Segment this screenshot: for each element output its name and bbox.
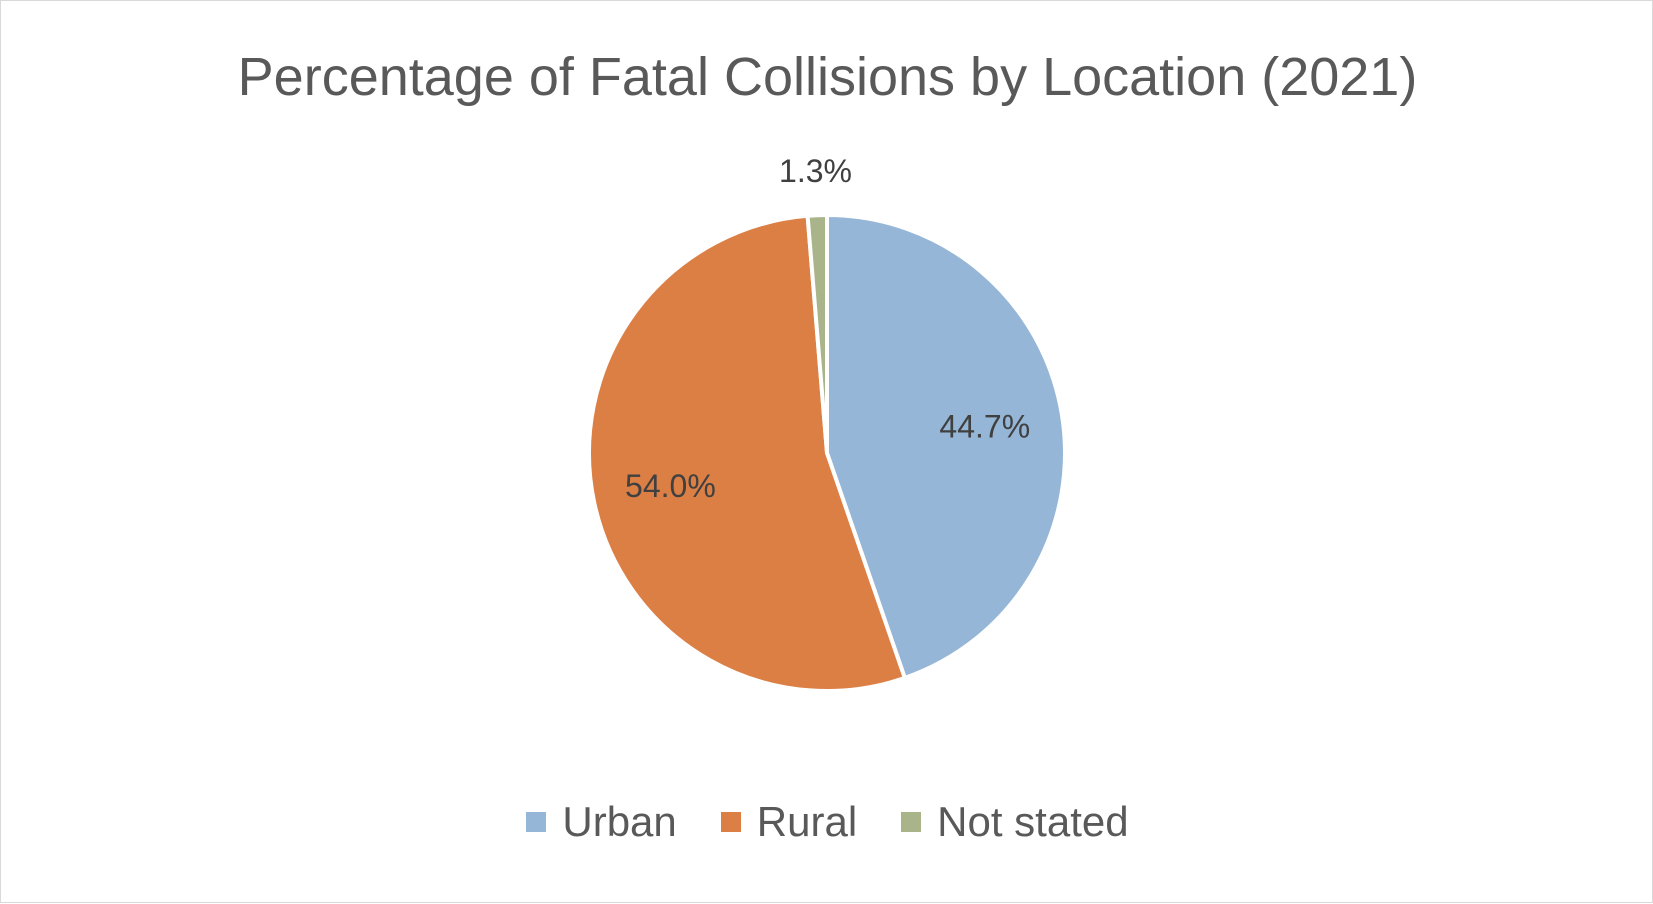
- legend-label-rural: Rural: [756, 798, 858, 845]
- pie-slice-urban: [825, 213, 1067, 680]
- data-label-urban: 44.7%: [939, 408, 1030, 444]
- legend-label-urban: Urban: [562, 798, 677, 845]
- legend-swatch-rural: [720, 812, 741, 832]
- legend-item-not-stated: Not stated: [901, 797, 1129, 847]
- legend-item-urban: Urban: [526, 797, 677, 847]
- legend: Urban Rural Not stated: [1, 797, 1653, 847]
- legend-item-rural: Rural: [720, 797, 858, 847]
- chart-title: Percentage of Fatal Collisions by Locati…: [237, 47, 1418, 107]
- pie-slice-rural: [587, 213, 907, 693]
- legend-label-not-stated: Not stated: [937, 798, 1129, 845]
- data-label-not-stated: 1.3%: [779, 153, 852, 189]
- legend-swatch-not-stated: [901, 812, 922, 832]
- data-label-rural: 54.0%: [625, 468, 716, 504]
- legend-swatch-urban: [526, 812, 547, 832]
- pie-slice-not-stated: [805, 213, 829, 455]
